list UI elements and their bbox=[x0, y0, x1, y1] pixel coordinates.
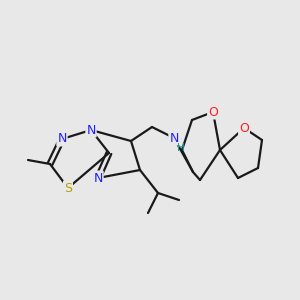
Text: N: N bbox=[57, 133, 67, 146]
Text: H: H bbox=[177, 143, 185, 153]
Text: N: N bbox=[93, 172, 103, 184]
Text: O: O bbox=[208, 106, 218, 118]
Text: N: N bbox=[169, 131, 179, 145]
Text: O: O bbox=[239, 122, 249, 134]
Text: S: S bbox=[64, 182, 72, 194]
Text: N: N bbox=[86, 124, 96, 136]
